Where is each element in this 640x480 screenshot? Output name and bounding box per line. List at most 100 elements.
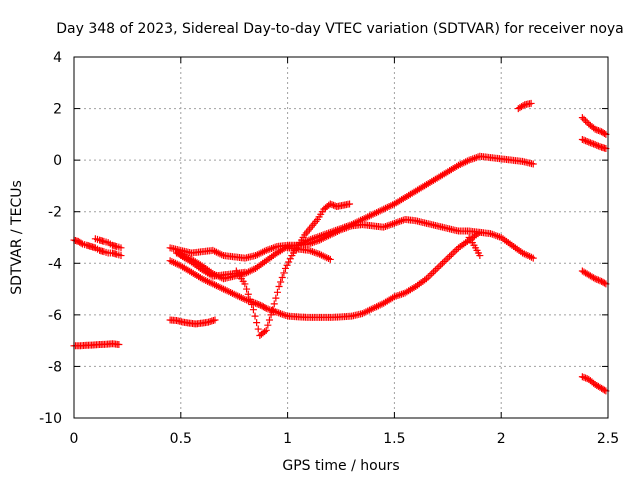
data-point — [173, 249, 181, 257]
ticks — [73, 56, 609, 419]
data-point — [249, 306, 257, 314]
x-tick-label: 0 — [70, 431, 79, 447]
data-point — [444, 254, 452, 262]
data-point — [255, 301, 263, 309]
data-point — [328, 201, 336, 209]
y-tick-label: -6 — [48, 308, 62, 324]
data-point — [594, 126, 602, 134]
y-tick-label: 2 — [53, 102, 62, 118]
data-point — [265, 316, 273, 324]
data-point — [117, 252, 125, 260]
series-track-8 — [232, 200, 354, 339]
data-point — [346, 200, 354, 208]
series-track-14 — [578, 136, 610, 153]
data-point — [585, 138, 593, 146]
tick-labels: 0 0.5 1 1.5 2 2.5 -10 -8 -6 -4 -2 0 2 4 — [39, 50, 619, 447]
data-point — [277, 278, 285, 286]
data-point — [272, 294, 280, 302]
data-point — [582, 374, 590, 382]
y-tick-label: 4 — [53, 50, 62, 66]
data-point — [269, 306, 277, 314]
data-point — [273, 288, 281, 296]
data-point — [596, 127, 604, 135]
series-track-15 — [578, 267, 610, 288]
data-point — [586, 139, 594, 147]
data-point — [596, 143, 604, 151]
series-track-12 — [514, 99, 535, 113]
data-point — [447, 251, 455, 259]
data-point — [262, 326, 270, 334]
series-track-13 — [578, 114, 610, 138]
series-track-3 — [70, 340, 123, 350]
data-point — [264, 321, 272, 329]
data-point — [246, 295, 254, 303]
data-point — [580, 136, 588, 144]
x-axis-title: GPS time / hours — [282, 458, 399, 474]
data-point — [451, 247, 459, 255]
x-tick-label: 1 — [283, 431, 292, 447]
data-point — [261, 304, 269, 312]
data-point — [326, 255, 334, 263]
data-point — [241, 280, 249, 288]
data-point — [582, 117, 590, 125]
data-point — [117, 244, 125, 252]
data-point — [253, 319, 261, 327]
grid — [74, 57, 608, 418]
data-point — [256, 301, 264, 309]
data-point — [527, 99, 535, 107]
x-tick-label: 2.5 — [597, 431, 619, 447]
data-point — [440, 258, 448, 266]
series-track-5 — [166, 228, 484, 321]
data-point — [593, 275, 601, 283]
data-point — [596, 277, 604, 285]
data-point — [588, 139, 596, 147]
y-tick-label: -10 — [39, 411, 62, 427]
data-point — [283, 261, 291, 269]
x-tick-label: 1.5 — [383, 431, 405, 447]
data-point — [519, 102, 527, 110]
data-point — [286, 255, 294, 263]
data-point — [426, 271, 434, 279]
data-point — [430, 268, 438, 276]
data-point — [600, 279, 608, 287]
data-point — [600, 129, 608, 137]
x-tick-label: 2 — [497, 431, 506, 447]
data-point — [431, 266, 439, 274]
series-track-9 — [177, 252, 249, 280]
data-point — [281, 264, 289, 272]
data-point — [591, 125, 599, 133]
data-point — [267, 311, 275, 319]
data-point — [251, 312, 259, 320]
data-point — [253, 300, 261, 308]
data-point — [594, 276, 602, 284]
data-point — [449, 249, 457, 257]
y-axis-title: SDTVAR / TECUs — [9, 180, 25, 295]
series-track-16 — [578, 373, 610, 395]
data-point — [275, 282, 283, 290]
data-point — [243, 285, 251, 293]
data-point — [433, 264, 441, 272]
data-point — [252, 299, 260, 307]
data-point — [593, 141, 601, 149]
data-point — [580, 373, 588, 381]
data-point — [578, 136, 586, 144]
series-track-2 — [91, 235, 125, 252]
data-point — [270, 300, 278, 308]
data-point — [593, 126, 601, 134]
data-point — [446, 252, 454, 260]
data-point — [115, 341, 123, 349]
series-track-11 — [465, 234, 484, 260]
x-tick-label: 0.5 — [170, 431, 192, 447]
data-point — [77, 239, 85, 247]
data-point — [438, 259, 446, 267]
series-track-4 — [166, 316, 219, 328]
chart-title: Day 348 of 2023, Sidereal Day-to-day VTE… — [56, 21, 624, 37]
data-point — [529, 254, 537, 262]
data-point — [583, 137, 591, 145]
data-point — [285, 258, 293, 266]
data-point — [594, 142, 602, 150]
data-point — [476, 252, 484, 260]
plot-frame — [73, 56, 609, 419]
y-tick-label: -4 — [48, 256, 62, 272]
